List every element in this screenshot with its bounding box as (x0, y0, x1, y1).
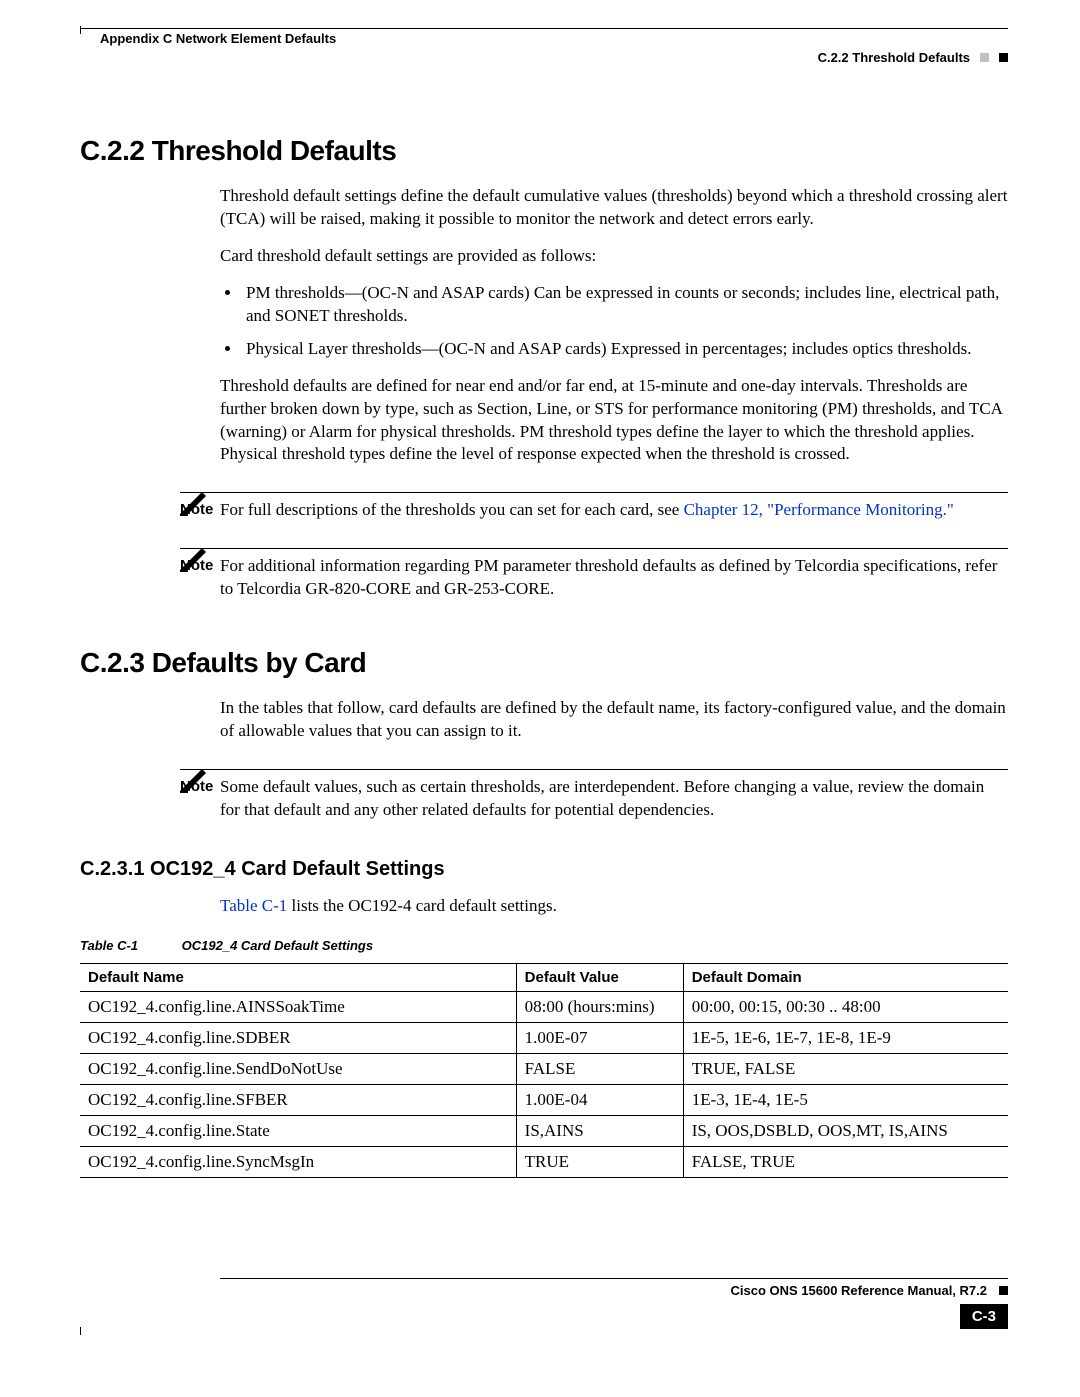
section-body: Threshold default settings define the de… (220, 185, 1008, 466)
table-cell: OC192_4.config.line.SendDoNotUse (80, 1053, 516, 1084)
section-body: In the tables that follow, card defaults… (220, 697, 1008, 743)
table-cell: IS,AINS (516, 1115, 683, 1146)
table-cell: OC192_4.config.line.AINSSoakTime (80, 991, 516, 1022)
defaults-table: Default Name Default Value Default Domai… (80, 963, 1008, 1178)
paragraph: Table C-1 lists the OC192-4 card default… (220, 895, 1008, 918)
section-heading-c23: C.2.3 Defaults by Card (80, 647, 1008, 679)
header-square-icon (980, 53, 989, 62)
table-cell: OC192_4.config.line.SyncMsgIn (80, 1146, 516, 1177)
paragraph: In the tables that follow, card defaults… (220, 697, 1008, 743)
list-item: PM thresholds—(OC-N and ASAP cards) Can … (242, 282, 1008, 328)
note-block: Note For additional information regardin… (80, 548, 1008, 601)
table-body: OC192_4.config.line.AINSSoakTime08:00 (h… (80, 991, 1008, 1177)
paragraph: Threshold defaults are defined for near … (220, 375, 1008, 467)
caption-lead: Table C-1 (80, 938, 178, 953)
table-cell: FALSE, TRUE (683, 1146, 1008, 1177)
pencil-icon (180, 548, 208, 577)
col-header-domain: Default Domain (683, 963, 1008, 991)
section-body: Table C-1 lists the OC192-4 card default… (220, 895, 1008, 918)
cross-reference-link[interactable]: Chapter 12, "Performance Monitoring." (684, 500, 954, 519)
header-square-icon (999, 53, 1008, 62)
header-left: Appendix C Network Element Defaults (80, 31, 1008, 46)
note-text-span: For full descriptions of the thresholds … (220, 500, 684, 519)
table-row: OC192_4.config.line.SendDoNotUseFALSETRU… (80, 1053, 1008, 1084)
header-right: C.2.2 Threshold Defaults (818, 50, 970, 65)
table-cell: TRUE (516, 1146, 683, 1177)
footer-square-icon (999, 1286, 1008, 1295)
table-row: OC192_4.config.line.AINSSoakTime08:00 (h… (80, 991, 1008, 1022)
table-cell: OC192_4.config.line.State (80, 1115, 516, 1146)
note-text: For full descriptions of the thresholds … (220, 499, 1008, 522)
content: C.2.2 Threshold Defaults Threshold defau… (80, 135, 1008, 1329)
table-row: OC192_4.config.line.SyncMsgInTRUEFALSE, … (80, 1146, 1008, 1177)
section-heading-c22: C.2.2 Threshold Defaults (80, 135, 1008, 167)
running-header: Appendix C Network Element Defaults (80, 31, 1008, 46)
table-caption: Table C-1 OC192_4 Card Default Settings (80, 938, 1008, 953)
page: Appendix C Network Element Defaults C.2.… (0, 0, 1080, 1353)
pencil-icon (180, 769, 208, 798)
table-cell: 1E-5, 1E-6, 1E-7, 1E-8, 1E-9 (683, 1022, 1008, 1053)
table-cell: OC192_4.config.line.SDBER (80, 1022, 516, 1053)
table-header-row: Default Name Default Value Default Domai… (80, 963, 1008, 991)
footer-rule (220, 1278, 1008, 1279)
subsection-heading-c231: C.2.3.1 OC192_4 Card Default Settings (80, 858, 1008, 881)
table-cell: 1.00E-07 (516, 1022, 683, 1053)
pencil-icon (180, 492, 208, 521)
header-rule (80, 28, 1008, 29)
note-block: Note Some default values, such as certai… (80, 769, 1008, 822)
crop-tick-bottom (80, 1327, 81, 1335)
col-header-value: Default Value (516, 963, 683, 991)
bullet-list: PM thresholds—(OC-N and ASAP cards) Can … (220, 282, 1008, 361)
note-text: For additional information regarding PM … (220, 555, 1008, 601)
note-text: Some default values, such as certain thr… (220, 776, 1008, 822)
table-cell: IS, OOS,DSBLD, OOS,MT, IS,AINS (683, 1115, 1008, 1146)
table-row: OC192_4.config.line.StateIS,AINSIS, OOS,… (80, 1115, 1008, 1146)
table-cell: FALSE (516, 1053, 683, 1084)
col-header-name: Default Name (80, 963, 516, 991)
paragraph: Card threshold default settings are prov… (220, 245, 1008, 268)
paragraph-span: lists the OC192-4 card default settings. (287, 896, 557, 915)
caption-title: OC192_4 Card Default Settings (182, 938, 373, 953)
note-block: Note For full descriptions of the thresh… (80, 492, 1008, 522)
page-number: C-3 (960, 1304, 1008, 1329)
table-cell: TRUE, FALSE (683, 1053, 1008, 1084)
footer-title: Cisco ONS 15600 Reference Manual, R7.2 (730, 1283, 987, 1298)
table-cell: 1.00E-04 (516, 1084, 683, 1115)
list-item: Physical Layer thresholds—(OC-N and ASAP… (242, 338, 1008, 361)
page-footer: Cisco ONS 15600 Reference Manual, R7.2 C… (80, 1278, 1008, 1329)
table-cell: 08:00 (hours:mins) (516, 991, 683, 1022)
table-cell: 1E-3, 1E-4, 1E-5 (683, 1084, 1008, 1115)
table-row: OC192_4.config.line.SFBER1.00E-041E-3, 1… (80, 1084, 1008, 1115)
table-cell: 00:00, 00:15, 00:30 .. 48:00 (683, 991, 1008, 1022)
running-header-right: C.2.2 Threshold Defaults (80, 50, 1008, 65)
table-row: OC192_4.config.line.SDBER1.00E-071E-5, 1… (80, 1022, 1008, 1053)
paragraph: Threshold default settings define the de… (220, 185, 1008, 231)
crop-tick-top (80, 26, 81, 34)
table-cell: OC192_4.config.line.SFBER (80, 1084, 516, 1115)
table-reference-link[interactable]: Table C-1 (220, 896, 287, 915)
